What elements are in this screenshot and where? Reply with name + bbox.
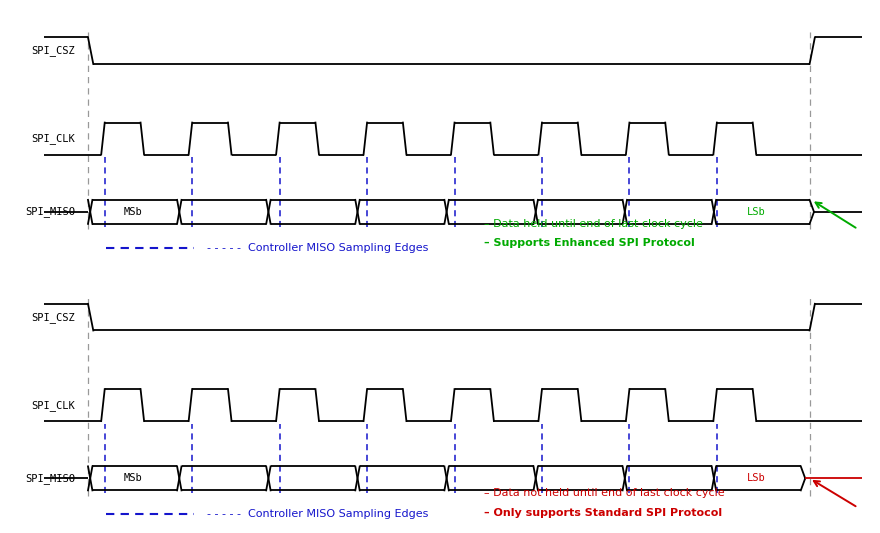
Text: LSb: LSb	[747, 473, 766, 483]
Text: – Data held until end of last clock cycle: – Data held until end of last clock cycl…	[484, 219, 703, 229]
Text: MSb: MSb	[123, 473, 142, 483]
Text: SPI_MISO: SPI_MISO	[25, 206, 75, 217]
Text: SPI_CSZ: SPI_CSZ	[31, 312, 75, 322]
Text: - - - - -  Controller MISO Sampling Edges: - - - - - Controller MISO Sampling Edges	[207, 243, 429, 253]
Text: – Data not held until end of last clock cycle: – Data not held until end of last clock …	[484, 488, 724, 498]
Text: SPI_CLK: SPI_CLK	[31, 133, 75, 144]
Text: - - - - -  Controller MISO Sampling Edges: - - - - - Controller MISO Sampling Edges	[207, 510, 429, 519]
Text: – Supports Enhanced SPI Protocol: – Supports Enhanced SPI Protocol	[484, 238, 694, 247]
Text: SPI_CSZ: SPI_CSZ	[31, 45, 75, 56]
Text: SPI_MISO: SPI_MISO	[25, 473, 75, 484]
Text: SPI_CLK: SPI_CLK	[31, 400, 75, 410]
Text: – Only supports Standard SPI Protocol: – Only supports Standard SPI Protocol	[484, 508, 722, 518]
Text: LSb: LSb	[747, 207, 766, 217]
Text: MSb: MSb	[123, 207, 142, 217]
